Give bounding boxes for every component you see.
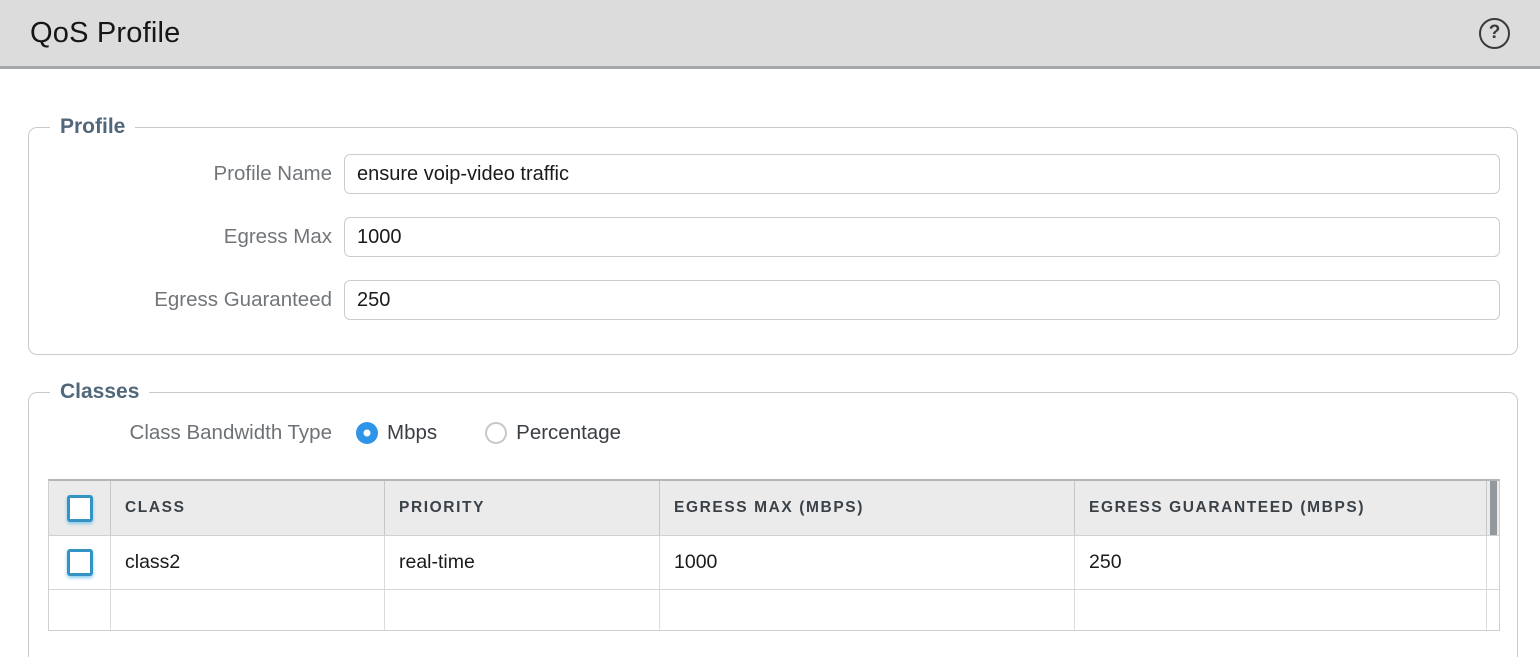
profile-name-label: Profile Name [213, 162, 333, 185]
column-header-egress-guaranteed[interactable]: EGRESS GUARANTEED (MBPS) [1075, 481, 1487, 535]
row-checkbox[interactable] [66, 549, 93, 576]
radio-option-percentage[interactable]: Percentage [485, 421, 621, 445]
classes-section: Classes Class Bandwidth Type Mbps Percen… [28, 380, 1518, 657]
row-cell-class: class2 [111, 536, 385, 589]
row-checkbox-cell [49, 536, 111, 589]
column-header-class[interactable]: CLASS [111, 481, 385, 535]
radio-percentage-label: Percentage [516, 421, 621, 444]
class-bandwidth-type-row: Class Bandwidth Type Mbps Percentage [29, 421, 1500, 445]
radio-percentage-icon[interactable] [485, 422, 508, 444]
scrollbar-thumb[interactable] [1489, 481, 1497, 535]
radio-mbps-icon[interactable] [356, 422, 378, 444]
class-bandwidth-type-label: Class Bandwidth Type [129, 421, 332, 444]
row-scrollbar-gutter [1487, 536, 1499, 589]
row-cell-egress-max: 1000 [660, 536, 1075, 589]
select-all-checkbox[interactable] [66, 494, 93, 522]
row-cell-egress-guaranteed: 250 [1075, 536, 1487, 589]
classes-table: CLASS PRIORITY EGRESS MAX (MBPS) EGRESS … [48, 479, 1500, 631]
profile-name-input[interactable] [344, 154, 1500, 194]
select-all-cell [49, 481, 111, 535]
column-header-egress-max[interactable]: EGRESS MAX (MBPS) [660, 481, 1075, 535]
egress-guaranteed-label: Egress Guaranteed [154, 288, 332, 311]
egress-max-row: Egress Max [29, 217, 1500, 257]
egress-max-label: Egress Max [223, 225, 332, 248]
radio-mbps-label: Mbps [387, 421, 438, 444]
scrollbar-gutter [1487, 481, 1499, 535]
egress-guaranteed-row: Egress Guaranteed [29, 280, 1500, 320]
class-bandwidth-type-radio-group: Mbps Percentage [344, 421, 621, 445]
classes-section-legend: Classes [60, 380, 140, 403]
egress-max-input[interactable] [344, 217, 1500, 257]
radio-option-mbps[interactable]: Mbps [356, 421, 437, 445]
profile-name-row: Profile Name [29, 154, 1500, 194]
column-header-priority[interactable]: PRIORITY [385, 481, 660, 535]
empty-table-row [49, 590, 1499, 630]
help-icon[interactable]: ? [1479, 17, 1510, 49]
profile-section-legend: Profile [60, 115, 126, 138]
classes-table-header: CLASS PRIORITY EGRESS MAX (MBPS) EGRESS … [49, 481, 1499, 536]
egress-guaranteed-input[interactable] [344, 280, 1500, 320]
table-row[interactable]: class2 real-time 1000 250 [49, 536, 1499, 590]
dialog-titlebar: QoS Profile ? [0, 0, 1540, 69]
profile-section: Profile Profile Name Egress Max Egress G… [28, 115, 1518, 355]
row-cell-priority: real-time [385, 536, 660, 589]
page-title: QoS Profile [30, 16, 181, 49]
help-icon-glyph: ? [1488, 22, 1501, 43]
